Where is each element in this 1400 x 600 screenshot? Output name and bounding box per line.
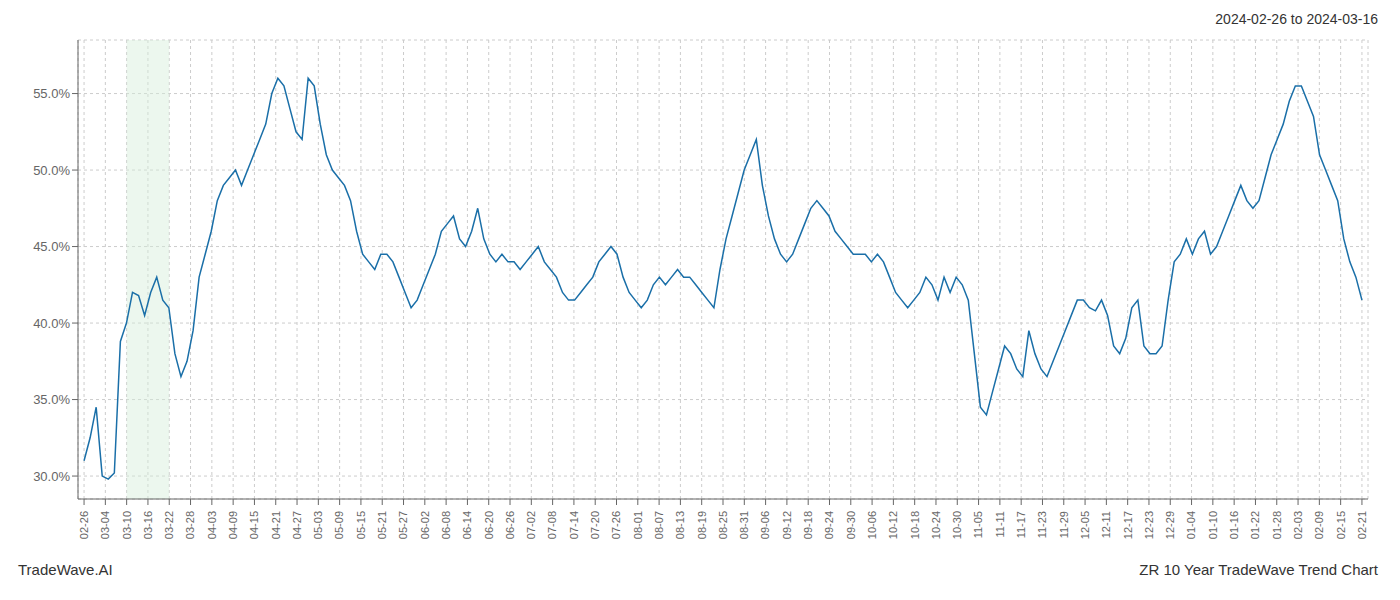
svg-text:07-20: 07-20 [589,511,601,539]
svg-text:02-26: 02-26 [78,511,90,539]
svg-text:10-24: 10-24 [930,511,942,539]
svg-text:02-15: 02-15 [1334,511,1346,539]
svg-text:10-30: 10-30 [951,511,963,539]
svg-text:06-14: 06-14 [461,511,473,539]
svg-text:01-16: 01-16 [1228,511,1240,539]
svg-text:08-01: 08-01 [632,511,644,539]
svg-text:40.0%: 40.0% [33,316,70,331]
svg-text:10-06: 10-06 [866,511,878,539]
svg-text:12-11: 12-11 [1100,511,1112,538]
svg-text:50.0%: 50.0% [33,163,70,178]
html-text:ZR 10 Year TradeWave Trend Cha: ZR 10 Year TradeWave Trend Chart [1139,560,1378,578]
svg-text:10-12: 10-12 [887,511,899,539]
svg-text:04-27: 04-27 [291,511,303,539]
svg-text:11-11: 11-11 [994,511,1006,538]
svg-text:07-02: 07-02 [525,511,537,539]
svg-text:07-08: 07-08 [546,511,558,539]
svg-text:08-25: 08-25 [717,511,729,539]
svg-text:07-26: 07-26 [610,511,622,539]
svg-text:01-28: 01-28 [1271,511,1283,539]
svg-text:05-09: 05-09 [333,511,345,539]
svg-text:08-07: 08-07 [653,511,665,539]
svg-text:01-22: 01-22 [1249,511,1261,539]
svg-text:02-21: 02-21 [1356,511,1368,539]
html-text:TradeWave.AI: TradeWave.AI [18,560,113,578]
svg-text:09-12: 09-12 [781,511,793,539]
svg-text:35.0%: 35.0% [33,392,70,407]
svg-text:12-23: 12-23 [1143,511,1155,539]
svg-text:11-23: 11-23 [1036,511,1048,538]
svg-text:04-15: 04-15 [248,511,260,539]
svg-text:12-29: 12-29 [1164,511,1176,539]
svg-text:11-17: 11-17 [1015,511,1027,538]
svg-text:02-03: 02-03 [1292,511,1304,539]
svg-text:55.0%: 55.0% [33,86,70,101]
svg-text:12-17: 12-17 [1122,511,1134,539]
html-text:2024-02-26 to 2024-03-16: 2024-02-26 to 2024-03-16 [1215,11,1378,27]
svg-text:04-21: 04-21 [270,511,282,539]
svg-text:09-06: 09-06 [759,511,771,539]
svg-text:09-24: 09-24 [823,511,835,539]
svg-text:03-22: 03-22 [163,511,175,539]
svg-text:03-28: 03-28 [184,511,196,539]
svg-text:08-19: 08-19 [696,511,708,539]
svg-text:09-18: 09-18 [802,511,814,539]
svg-text:06-20: 06-20 [483,511,495,539]
svg-text:11-05: 11-05 [972,511,984,538]
svg-text:06-02: 06-02 [419,511,431,539]
svg-text:04-03: 04-03 [206,511,218,539]
svg-text:04-09: 04-09 [227,511,239,539]
svg-text:03-10: 03-10 [121,511,133,539]
svg-text:30.0%: 30.0% [33,469,70,484]
svg-text:12-05: 12-05 [1079,511,1091,539]
svg-text:09-30: 09-30 [845,511,857,539]
svg-text:08-31: 08-31 [738,511,750,539]
svg-text:05-21: 05-21 [376,511,388,539]
svg-text:01-10: 01-10 [1207,511,1219,539]
svg-text:06-26: 06-26 [504,511,516,539]
svg-text:45.0%: 45.0% [33,239,70,254]
svg-text:05-27: 05-27 [397,511,409,539]
svg-text:11-29: 11-29 [1058,511,1070,538]
svg-text:02-09: 02-09 [1313,511,1325,539]
svg-text:01-04: 01-04 [1185,511,1197,539]
svg-text:05-03: 05-03 [312,511,324,539]
svg-text:06-08: 06-08 [440,511,452,539]
svg-text:07-14: 07-14 [568,511,580,539]
svg-text:05-15: 05-15 [355,511,367,539]
svg-text:08-13: 08-13 [674,511,686,539]
svg-text:03-04: 03-04 [99,511,111,539]
svg-text:03-16: 03-16 [142,511,154,539]
svg-text:10-18: 10-18 [909,511,921,539]
